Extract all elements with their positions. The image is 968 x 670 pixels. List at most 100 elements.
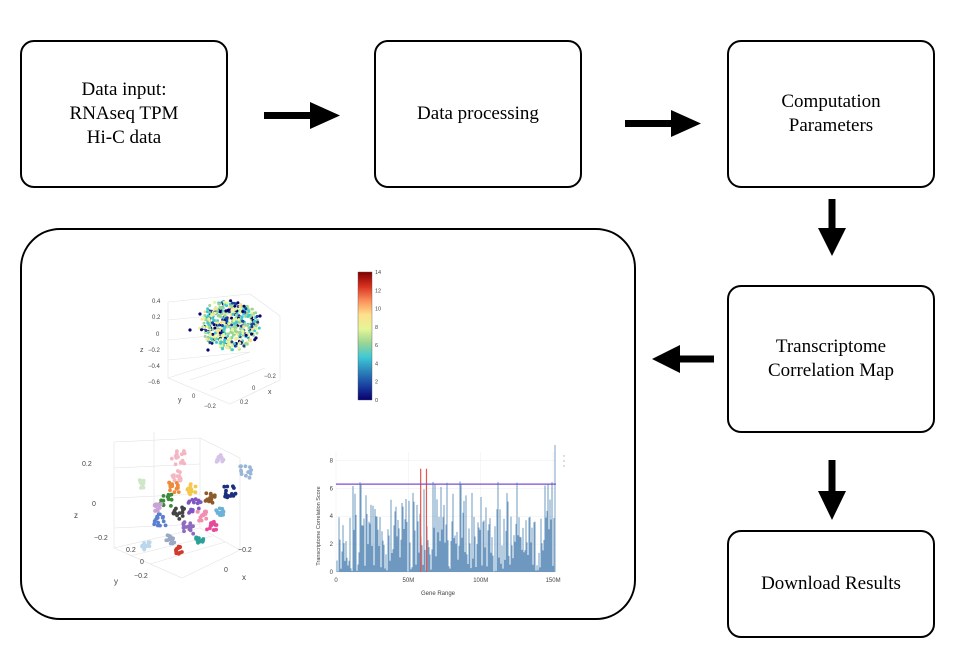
scatter-top-point xyxy=(227,336,231,340)
scatter-top-point xyxy=(230,308,234,312)
scatter-bottom-point xyxy=(169,456,174,461)
scatter-top-point xyxy=(223,314,227,318)
scatter-bottom-point xyxy=(210,500,215,505)
scatter-bottom-point xyxy=(142,547,147,552)
data-input-label: Data input: RNAseq TPM Hi-C data xyxy=(69,79,179,148)
bar-chart-xtick: 150M xyxy=(546,578,561,584)
scatter-top-point xyxy=(236,332,240,336)
scatter-bottom-point xyxy=(213,523,218,527)
scatter-bottom-point xyxy=(174,456,179,460)
scatter-bottom-point xyxy=(163,523,168,528)
scatter-bottom-point xyxy=(205,527,209,532)
scatter-bottom-point xyxy=(184,525,188,529)
scatter-top-point xyxy=(227,325,231,329)
scatter-top-point xyxy=(235,320,238,324)
scatter-bottom-point xyxy=(174,481,179,485)
scatter-bottom-point xyxy=(201,537,206,541)
scatter-bottom-point xyxy=(168,488,172,493)
scatter-bottom-point xyxy=(170,539,174,543)
scatter-top-point xyxy=(218,331,222,335)
scatter-bottom-point xyxy=(201,513,206,518)
scatter-top-point xyxy=(256,320,260,324)
scatter-top-point xyxy=(218,305,222,309)
scatter-bottom-point xyxy=(166,494,170,499)
scatter-top-point xyxy=(258,314,262,318)
scatter-top-point xyxy=(232,317,236,321)
scatter-bottom-point xyxy=(158,523,162,528)
scatter-top-point xyxy=(216,335,220,339)
scatter-bottom-point xyxy=(244,473,248,478)
bar-chart-xtick: 100M xyxy=(473,578,488,584)
scatter-bottom-point xyxy=(217,506,222,511)
colorbar: 14 12 10 8 6 4 2 0 xyxy=(357,270,381,404)
scatter-bottom-point xyxy=(187,499,192,504)
scatter-top-point xyxy=(213,311,217,315)
scatter-top-point xyxy=(208,304,212,307)
scatter-top-point xyxy=(237,330,241,334)
scatter-bottom-point xyxy=(176,469,180,473)
scatter-top-point xyxy=(239,317,243,321)
scatter-bottom-point xyxy=(182,461,187,466)
scatter-top-point xyxy=(234,325,238,329)
scatter-top-point xyxy=(235,330,238,334)
colorbar-tick: 2 xyxy=(375,380,378,386)
scatter-top-point xyxy=(226,346,230,350)
scatter-top-point xyxy=(250,330,254,334)
scatter-bottom-point xyxy=(170,484,175,488)
scatter-bottom-point xyxy=(223,491,228,496)
scatter-bottom-point xyxy=(224,488,228,493)
scatter-bottom-ytick: 0 xyxy=(140,559,144,566)
arrow-right-1 xyxy=(264,102,340,129)
scatter-top-point xyxy=(230,316,234,320)
scatter-top-point xyxy=(213,331,217,335)
scatter-top-point xyxy=(241,319,245,323)
scatter-top-point xyxy=(203,314,207,317)
scatter-top-point xyxy=(205,337,209,341)
scatter-top-point xyxy=(226,308,230,312)
scatter-bottom-point xyxy=(175,513,179,518)
scatter-top-point xyxy=(230,340,234,344)
scatter-bottom-point xyxy=(212,493,217,498)
arrow-down-2 xyxy=(818,460,846,520)
scatter-top-point xyxy=(231,312,235,316)
scatter-top-point xyxy=(213,326,217,330)
scatter-bottom-point xyxy=(180,550,184,554)
scatter-top-point xyxy=(213,307,217,311)
scatter-top-point xyxy=(231,333,235,337)
scatter-top-point xyxy=(188,328,192,332)
scatter-bottom-point xyxy=(208,496,212,500)
scatter-3d-bottom: 0.2 0 −0.2 z 0.2 0 −0.2 y −0.2 0 x xyxy=(74,432,254,586)
scatter-bottom-point xyxy=(177,511,182,515)
scatter-top-point xyxy=(231,344,235,348)
scatter-top-point xyxy=(250,307,254,311)
scatter-top-point xyxy=(250,323,254,326)
scatter-top-point xyxy=(212,318,216,322)
scatter-bottom-point xyxy=(195,510,200,514)
scatter-top-point xyxy=(211,332,215,336)
scatter-top-point xyxy=(227,342,231,346)
scatter-top-point xyxy=(219,341,223,345)
scatter-top-point xyxy=(220,344,224,348)
scatter-bottom-point xyxy=(193,484,198,489)
scatter-top-point xyxy=(234,313,238,317)
scatter-top-point xyxy=(212,335,216,339)
scatter-top-point xyxy=(241,310,245,313)
scatter-top-point xyxy=(230,328,234,332)
scatter-bottom-point xyxy=(180,514,185,518)
arrow-down-1 xyxy=(818,199,846,256)
scatter-top-point xyxy=(207,317,211,321)
scatter-top-point xyxy=(240,329,244,333)
scatter-top-point xyxy=(203,310,207,314)
scatter-top-point xyxy=(236,301,240,305)
scatter-bottom-point xyxy=(225,495,230,500)
colorbar-tick: 12 xyxy=(375,288,381,294)
scatter-bottom-ztick: 0.2 xyxy=(82,461,92,468)
scatter-bottom-ylabel: y xyxy=(114,577,118,586)
scatter-top-point xyxy=(238,327,242,331)
results-panel xyxy=(20,228,636,620)
scatter-top-point xyxy=(205,325,209,329)
scatter-bottom-xlabel: x xyxy=(242,573,246,582)
scatter-bottom-point xyxy=(153,508,158,513)
scatter-bottom-point xyxy=(169,504,173,508)
colorbar-tick: 14 xyxy=(375,270,381,276)
